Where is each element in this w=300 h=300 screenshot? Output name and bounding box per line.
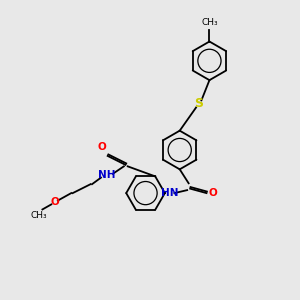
- Text: O: O: [98, 142, 106, 152]
- Text: O: O: [50, 197, 59, 207]
- Text: NH: NH: [98, 170, 116, 180]
- Text: S: S: [194, 98, 203, 110]
- Text: O: O: [209, 188, 218, 198]
- Text: CH₃: CH₃: [30, 211, 47, 220]
- Text: CH₃: CH₃: [201, 18, 218, 27]
- Text: HN: HN: [160, 188, 178, 198]
